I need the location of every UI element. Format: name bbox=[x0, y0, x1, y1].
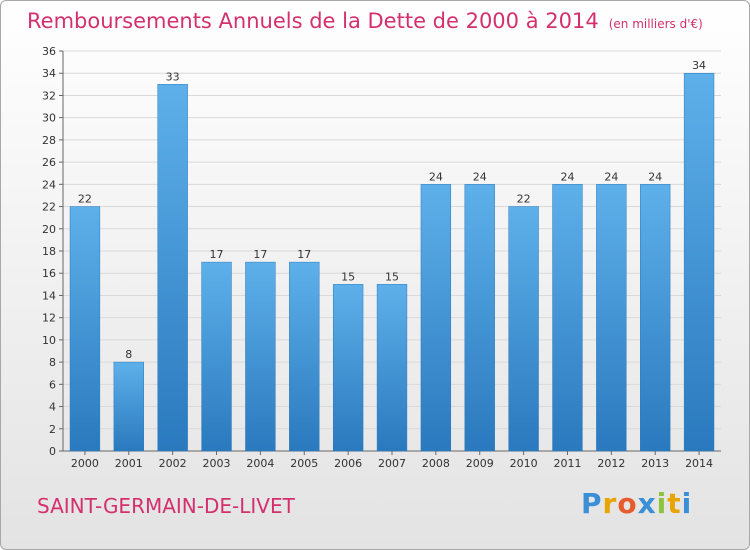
bar-2012 bbox=[596, 184, 627, 452]
value-label: 17 bbox=[253, 248, 267, 261]
x-tick-label: 2002 bbox=[159, 457, 187, 470]
x-tick-label: 2007 bbox=[378, 457, 406, 470]
x-tick-label: 2008 bbox=[422, 457, 450, 470]
logo-letter: i bbox=[656, 487, 668, 520]
value-label: 15 bbox=[341, 270, 355, 283]
y-tick-label: 12 bbox=[42, 312, 56, 325]
x-tick-label: 2011 bbox=[553, 457, 581, 470]
value-label: 22 bbox=[517, 193, 531, 206]
logo-letter: o bbox=[617, 487, 638, 520]
bar-2008 bbox=[420, 184, 452, 452]
value-label: 17 bbox=[210, 248, 224, 261]
y-tick-label: 32 bbox=[42, 89, 56, 102]
x-tick-label: 2004 bbox=[246, 457, 274, 470]
y-tick-label: 24 bbox=[42, 178, 56, 191]
y-tick-label: 18 bbox=[42, 245, 56, 258]
bar-2010 bbox=[508, 206, 539, 452]
bars bbox=[69, 72, 715, 452]
value-label: 24 bbox=[648, 170, 662, 183]
value-label: 8 bbox=[125, 348, 132, 361]
y-tick-label: 6 bbox=[49, 378, 56, 391]
value-label: 34 bbox=[692, 59, 706, 72]
y-tick-label: 22 bbox=[42, 201, 56, 214]
x-tick-label: 2005 bbox=[290, 457, 318, 470]
y-tick-label: 34 bbox=[42, 67, 56, 80]
y-tick-label: 10 bbox=[42, 334, 56, 347]
bar-2006 bbox=[332, 284, 364, 452]
bar-2000 bbox=[69, 206, 101, 452]
y-tick-label: 4 bbox=[49, 401, 56, 414]
x-tick-label: 2009 bbox=[466, 457, 494, 470]
y-tick-label: 28 bbox=[42, 134, 56, 147]
chart-title-text: Remboursements Annuels de la Dette de 20… bbox=[27, 9, 599, 33]
bar-2014 bbox=[683, 72, 715, 452]
value-label: 15 bbox=[385, 270, 399, 283]
x-tick-label: 2001 bbox=[115, 457, 143, 470]
bar-2002 bbox=[157, 84, 188, 452]
x-tick-label: 2012 bbox=[597, 457, 625, 470]
logo-letter: x bbox=[637, 487, 657, 520]
bar-2003 bbox=[201, 261, 232, 452]
y-tick-label: 2 bbox=[49, 423, 56, 436]
x-tick-label: 2003 bbox=[203, 457, 231, 470]
x-tick-label: 2010 bbox=[510, 457, 538, 470]
y-tick-label: 16 bbox=[42, 267, 56, 280]
y-tick-label: 26 bbox=[42, 156, 56, 169]
value-label: 22 bbox=[78, 193, 92, 206]
value-label: 24 bbox=[560, 170, 574, 183]
bar-2009 bbox=[464, 184, 495, 452]
logo-letter: r bbox=[602, 487, 618, 520]
bar-2011 bbox=[552, 184, 583, 452]
value-label: 33 bbox=[166, 70, 180, 83]
chart-unit: (en milliers d'€) bbox=[608, 17, 703, 31]
x-tick-label: 2013 bbox=[641, 457, 669, 470]
y-tick-label: 8 bbox=[49, 356, 56, 369]
x-tick-label: 2000 bbox=[71, 457, 99, 470]
y-tick-label: 30 bbox=[42, 112, 56, 125]
bar-2005 bbox=[289, 261, 320, 452]
y-tick-label: 0 bbox=[49, 445, 56, 458]
logo-letter: t bbox=[667, 487, 682, 520]
bar-2013 bbox=[640, 184, 671, 452]
bar-2007 bbox=[376, 284, 408, 452]
bar-2004 bbox=[245, 261, 276, 452]
y-tick-label: 20 bbox=[42, 223, 56, 236]
y-tick-label: 14 bbox=[42, 289, 56, 302]
chart-title: Remboursements Annuels de la Dette de 20… bbox=[27, 9, 703, 33]
x-tick-label: 2014 bbox=[685, 457, 713, 470]
logo-letter: P bbox=[581, 487, 603, 520]
commune-name: SAINT-GERMAIN-DE-LIVET bbox=[37, 494, 295, 518]
value-label: 24 bbox=[473, 170, 487, 183]
proxiti-logo: Proxiti bbox=[581, 487, 692, 520]
value-label: 24 bbox=[604, 170, 618, 183]
x-tick-label: 2006 bbox=[334, 457, 362, 470]
value-label: 24 bbox=[429, 170, 443, 183]
labels: 22 2000 8 2001 33 2002 17 2003 17 2004 17 2005 15 200… bbox=[71, 59, 713, 470]
logo-letter: i bbox=[681, 487, 693, 520]
value-label: 17 bbox=[297, 248, 311, 261]
y-tick-label: 36 bbox=[42, 45, 56, 58]
bar-2001 bbox=[113, 361, 144, 452]
